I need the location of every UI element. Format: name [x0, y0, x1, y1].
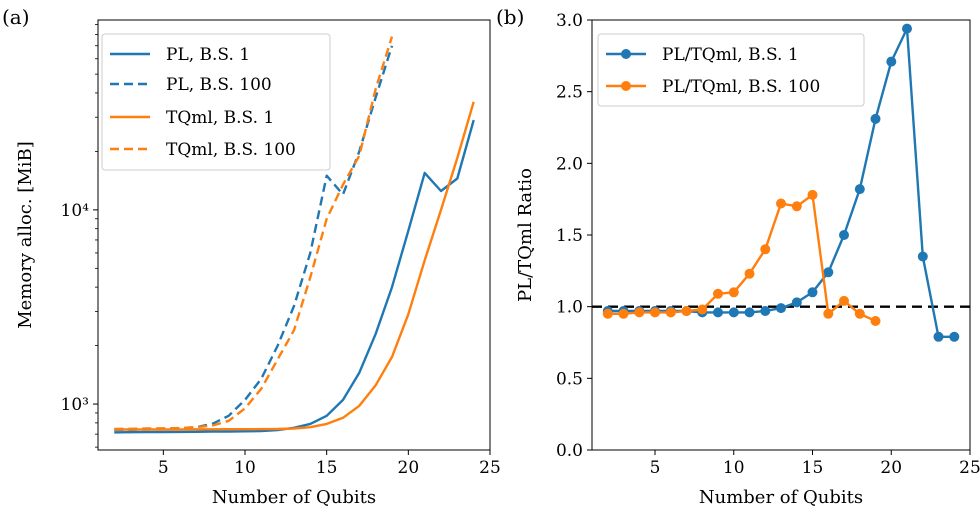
- panel-a-y-axis-label: Memory alloc. [MiB]: [15, 141, 36, 329]
- panel-a-x-tick-label-5: 5: [158, 458, 169, 478]
- panel-b-point-pl-tqml-b-s-100-3: [618, 308, 629, 319]
- panel-b-y-tick-label-4: 2.0: [556, 154, 583, 174]
- panel-b-ticks: 5 10 15 20 25 0.0 0.5 1.0 1.5 2.0 2.5 3.0: [556, 11, 980, 478]
- panel-b-y-tick-label-6: 3.0: [556, 11, 583, 31]
- panel-b-legend-box: [597, 33, 865, 107]
- panel-b-x-axis-label: Number of Qubits: [699, 487, 863, 508]
- panel-a-x-tick-label-20: 20: [398, 458, 420, 478]
- panel-a-legend: PL, B.S. 1 PL, B.S. 100 TQml, B.S. 1 TQm…: [101, 33, 331, 171]
- panel-a: (a) 5 10 15 20 25 10³ 10⁴ Number of Qubits Mem…: [2, 5, 501, 508]
- panel-b-point-pl-tqml-b-s-100-9: [713, 288, 723, 299]
- legend-label-tqml-bs1: TQml, B.S. 1: [166, 108, 274, 128]
- panel-b-point-pl-tqml-b-s-100-17: [839, 295, 849, 306]
- panel-b-point-pl-tqml-b-s-100-12: [760, 244, 771, 255]
- panel-b-point-pl-tqml-b-s-100-19: [870, 316, 881, 326]
- panel-b-y-tick-label-0: 0.0: [556, 441, 583, 461]
- panel-a-label: (a): [2, 5, 30, 29]
- legend-marker-ratio-bs1: [621, 49, 631, 59]
- panel-b-point-pl-tqml-b-s-1-9: [713, 307, 723, 318]
- panel-b-x-tick-label-15: 15: [802, 458, 824, 478]
- panel-a-y-tick-label-0: 10³: [61, 395, 89, 415]
- panel-a-series-tqml-b-s-100: [114, 36, 394, 431]
- panel-b-point-pl-tqml-b-s-1-15: [807, 287, 818, 298]
- panel-b-y-tick-label-5: 2.5: [556, 83, 583, 103]
- legend-label-ratio-bs1: PL/TQml, B.S. 1: [662, 45, 799, 65]
- panel-b-point-pl-tqml-b-s-100-14: [791, 201, 802, 212]
- panel-b-point-pl-tqml-b-s-1-20: [886, 56, 897, 67]
- panel-b-point-pl-tqml-b-s-100-7: [681, 306, 692, 316]
- panel-a-frame: [97, 19, 491, 451]
- panel-b-x-tick-label-25: 25: [959, 458, 980, 478]
- panel-a-x-tick-label-15: 15: [316, 458, 338, 478]
- panel-b-point-pl-tqml-b-s-100-2: [602, 308, 613, 319]
- panel-b-point-pl-tqml-b-s-1-10: [728, 307, 739, 318]
- legend-marker-ratio-bs100: [621, 81, 631, 91]
- panel-b-y-tick-label-1: 0.5: [556, 369, 583, 389]
- panel-b-point-pl-tqml-b-s-100-15: [807, 189, 818, 200]
- panel-b-series: [602, 23, 960, 342]
- panel-b-x-tick-label-5: 5: [650, 458, 661, 478]
- panel-b-point-pl-tqml-b-s-1-21: [902, 23, 912, 34]
- panel-b-point-pl-tqml-b-s-100-10: [728, 287, 739, 298]
- panel-b: (b) 5 10 15 20 25 0.0 0.5 1.0 1.5 2.0 2.5 3.0 Numbe…: [496, 5, 980, 508]
- panel-b-y-tick-label-3: 1.5: [556, 226, 583, 246]
- panel-b-label: (b): [496, 5, 524, 29]
- panel-b-x-tick-label-20: 20: [880, 458, 902, 478]
- panel-a-y-tick-label-1: 10⁴: [61, 201, 90, 221]
- panel-b-point-pl-tqml-b-s-100-4: [634, 307, 645, 318]
- panel-b-point-pl-tqml-b-s-1-19: [870, 113, 881, 124]
- panel-b-point-pl-tqml-b-s-100-5: [650, 307, 660, 318]
- panel-b-point-pl-tqml-b-s-100-13: [776, 198, 786, 209]
- panel-b-point-pl-tqml-b-s-100-6: [665, 307, 676, 318]
- panel-b-point-pl-tqml-b-s-1-23: [933, 331, 944, 342]
- panel-a-x-tick-label-10: 10: [234, 458, 256, 478]
- panel-b-x-tick-label-10: 10: [723, 458, 745, 478]
- panel-a-series: [114, 36, 475, 434]
- panel-b-point-pl-tqml-b-s-1-13: [776, 303, 786, 314]
- panel-b-point-pl-tqml-b-s-100-11: [744, 268, 755, 279]
- panel-b-y-axis-label: PL/TQml Ratio: [515, 168, 536, 302]
- panel-b-point-pl-tqml-b-s-1-16: [823, 267, 834, 278]
- legend-label-ratio-bs100: PL/TQml, B.S. 100: [662, 77, 820, 97]
- panel-b-point-pl-tqml-b-s-1-17: [839, 230, 849, 240]
- panel-a-legend-box: [101, 33, 331, 171]
- panel-b-point-pl-tqml-b-s-1-24: [949, 331, 960, 342]
- panel-b-point-pl-tqml-b-s-100-16: [823, 308, 834, 319]
- panel-a-ticks: 5 10 15 20 25 10³ 10⁴: [61, 24, 501, 478]
- panel-b-point-pl-tqml-b-s-1-12: [760, 306, 771, 316]
- panel-b-y-tick-label-2: 1.0: [556, 298, 583, 318]
- panel-b-point-pl-tqml-b-s-100-18: [854, 308, 865, 319]
- panel-b-legend: PL/TQml, B.S. 1 PL/TQml, B.S. 100: [597, 33, 865, 107]
- legend-label-pl-bs100: PL, B.S. 100: [166, 75, 272, 95]
- panel-a-series-tqml-b-s-1: [114, 101, 475, 431]
- panel-b-point-pl-tqml-b-s-1-11: [744, 307, 755, 318]
- legend-label-tqml-bs100: TQml, B.S. 100: [166, 140, 296, 160]
- panel-b-point-pl-tqml-b-s-1-22: [917, 251, 928, 262]
- panel-b-point-pl-tqml-b-s-100-8: [697, 304, 708, 315]
- panel-b-point-pl-tqml-b-s-1-14: [791, 297, 802, 308]
- panel-a-x-axis-label: Number of Qubits: [212, 487, 376, 508]
- panel-b-point-pl-tqml-b-s-1-18: [854, 184, 865, 195]
- panel-a-x-tick-label-25: 25: [479, 458, 501, 478]
- legend-label-pl-bs1: PL, B.S. 1: [166, 45, 250, 65]
